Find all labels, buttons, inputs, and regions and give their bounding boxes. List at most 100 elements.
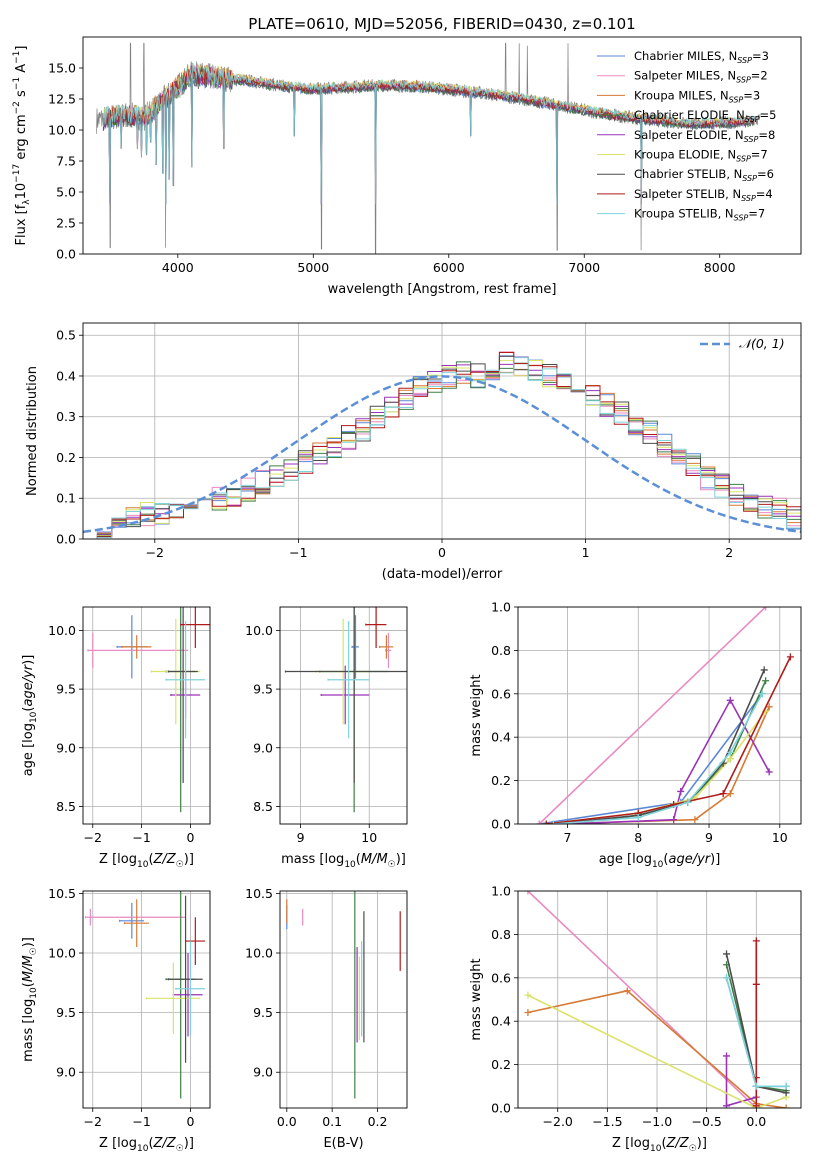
x-tick-label: 7 bbox=[564, 830, 572, 845]
y-tick-label: 1.0 bbox=[491, 884, 511, 899]
weight-marker-salpeter-elodie bbox=[723, 1052, 731, 1060]
weight-marker-salpeter-miles bbox=[524, 891, 532, 895]
y-axis-label: mass [log10(M/M☉)] bbox=[21, 937, 39, 1062]
histogram-kroupa-stelib bbox=[83, 357, 801, 539]
x-tick-label: −2 bbox=[84, 830, 102, 845]
weight-marker-chabrier-stelib bbox=[723, 950, 731, 958]
plot-layer: 4000 5000 6000 7000 80000.02.55.07.510.012.5… bbox=[12, 36, 802, 1154]
x-tick-label: 0 bbox=[438, 545, 446, 560]
y-tick-label: 0.2 bbox=[56, 450, 76, 465]
x-tick-label: −0.5 bbox=[691, 1114, 721, 1129]
y-tick-label: 0.8 bbox=[491, 927, 511, 942]
legend-label-kroupa-miles: Kroupa MILES, NSSP=3 bbox=[634, 88, 760, 104]
y-tick-label: 10.5 bbox=[245, 886, 273, 901]
errorbar-chabrier-miles bbox=[351, 615, 359, 679]
x-tick-label: 0.2 bbox=[368, 1114, 388, 1129]
weight-marker-kroupa-miles bbox=[691, 816, 699, 824]
x-tick-label: 0 bbox=[186, 830, 194, 845]
plot-area-z-age bbox=[87, 607, 210, 813]
plot-area-z-weight bbox=[524, 891, 790, 1108]
y-tick-label: 0.8 bbox=[491, 643, 511, 658]
weight-series-salpeter-miles bbox=[535, 607, 770, 824]
weight-marker-kroupa-stelib bbox=[726, 748, 734, 756]
y-tick-label: 9.0 bbox=[253, 1065, 273, 1080]
errorbar-chabrier-stelib bbox=[167, 607, 198, 783]
x-axis-label: mass [log10(M/M☉)] bbox=[281, 852, 406, 870]
errorbar-chabrier-stelib bbox=[284, 607, 407, 783]
x-axis-label: Z [log10(Z/Z☉)] bbox=[99, 1136, 194, 1154]
weight-marker-salpeter-stelib bbox=[752, 1102, 760, 1108]
axes-frame bbox=[82, 36, 802, 255]
axes-residuals: −2 −1 0 1 2 0.0 0.1 0.2 0.3 0.4 0.5 (data-model)/er… bbox=[25, 322, 802, 582]
y-tick-label: 10.0 bbox=[48, 623, 76, 638]
weight-marker-salpeter-stelib bbox=[786, 653, 794, 661]
y-tick-label: 9.0 bbox=[253, 740, 273, 755]
weight-marker-salpeter-elodie bbox=[723, 1102, 731, 1108]
errorbar-chabrier-stelib bbox=[167, 895, 203, 1063]
weight-marker-salpeter-elodie bbox=[765, 768, 773, 776]
y-tick-label: 10.0 bbox=[245, 623, 273, 638]
y-axis-label: age [log10(age/yr)] bbox=[21, 655, 39, 777]
errorbar-kroupa-elodie bbox=[145, 962, 201, 1035]
x-tick-label: 8 bbox=[634, 830, 642, 845]
axes-spectrum: 4000 5000 6000 7000 8000 0.0 2.5 5.0 7.5 10.0 12.5… bbox=[12, 36, 802, 297]
y-tick-label: 8.5 bbox=[253, 799, 273, 814]
weight-line-kroupa-elodie bbox=[546, 710, 767, 824]
y-tick-label: 0.4 bbox=[491, 730, 511, 745]
errorbar-kroupa-miles bbox=[123, 899, 149, 948]
axes-frame bbox=[279, 890, 408, 1109]
weight-line-kroupa-miles bbox=[527, 989, 787, 1108]
axes-frame bbox=[517, 606, 802, 825]
weight-marker-kroupa-elodie bbox=[726, 755, 734, 763]
weight-marker-kroupa-miles bbox=[623, 987, 631, 995]
errorbar-kroupa-miles bbox=[378, 635, 394, 659]
errorbar-salpeter-elodie bbox=[320, 665, 370, 725]
x-tick-label: −2 bbox=[146, 545, 164, 560]
x-tick-label: 8000 bbox=[704, 260, 736, 275]
weight-series-salpeter-miles bbox=[524, 891, 760, 1108]
x-tick-label: 5000 bbox=[297, 260, 329, 275]
errorbar-chabrier-miles bbox=[119, 902, 145, 939]
weight-marker-salpeter-stelib bbox=[752, 937, 760, 945]
axes-frame bbox=[82, 890, 211, 1109]
x-axis-label: wavelength [Angstrom, rest frame] bbox=[328, 282, 557, 297]
y-tick-label: 0.4 bbox=[56, 368, 76, 383]
weight-series-kroupa-stelib bbox=[549, 690, 766, 824]
x-axis-label: Z [log10(Z/Z☉)] bbox=[99, 852, 194, 870]
weight-marker-kroupa-stelib bbox=[723, 974, 731, 982]
y-tick-label: 5.0 bbox=[56, 185, 76, 200]
model-spectrum-chabrier-stelib bbox=[102, 67, 754, 205]
spectrum-legend: Chabrier MILES, NSSP=3 Salpeter MILES, NS… bbox=[597, 49, 776, 223]
axes-z-mass: −2 −1 0 9.0 9.5 10.0 10.5 Z [log10(Z/Z☉)] mass [… bbox=[21, 886, 211, 1154]
x-tick-label: 0.1 bbox=[322, 1114, 342, 1129]
y-tick-label: 15.0 bbox=[48, 61, 76, 76]
plot-area-z-mass bbox=[84, 891, 206, 1099]
weight-marker-kroupa-miles bbox=[765, 703, 773, 711]
weight-series-salpeter-stelib bbox=[542, 653, 794, 824]
weight-marker-kroupa-miles bbox=[524, 1009, 532, 1017]
x-tick-label: 10 bbox=[361, 830, 377, 845]
x-tick-label: −1.5 bbox=[592, 1114, 622, 1129]
weight-marker-kroupa-stelib bbox=[549, 820, 557, 824]
y-axis-label: mass weight bbox=[469, 958, 484, 1040]
errorbar-salpeter-stelib bbox=[365, 607, 387, 649]
weight-marker-chabrier-elodie bbox=[762, 677, 770, 685]
weight-marker-kroupa-stelib bbox=[684, 798, 692, 806]
x-tick-label: 9 bbox=[705, 830, 713, 845]
legend-label-kroupa-elodie: Kroupa ELODIE, NSSP=7 bbox=[634, 148, 768, 164]
x-axis-label: E(B-V) bbox=[323, 1136, 363, 1151]
weight-series-kroupa-stelib bbox=[723, 974, 790, 1090]
x-axis-label: age [log10(age/yr)] bbox=[599, 852, 721, 870]
weight-marker-kroupa-stelib bbox=[752, 1082, 760, 1090]
weight-series-kroupa-miles bbox=[524, 987, 790, 1108]
weight-line-salpeter-miles bbox=[538, 607, 767, 824]
figure-title: PLATE=0610, MJD=52056, FIBERID=0430, z=0… bbox=[248, 15, 635, 33]
y-tick-label: 0.0 bbox=[56, 247, 76, 262]
axes-frame bbox=[517, 890, 802, 1109]
y-tick-label: 9.5 bbox=[253, 1005, 273, 1020]
weight-marker-salpeter-miles bbox=[762, 607, 770, 611]
y-tick-label: 10.0 bbox=[48, 946, 76, 961]
y-tick-label: 0.4 bbox=[491, 1014, 511, 1029]
weight-marker-kroupa-stelib bbox=[758, 690, 766, 698]
